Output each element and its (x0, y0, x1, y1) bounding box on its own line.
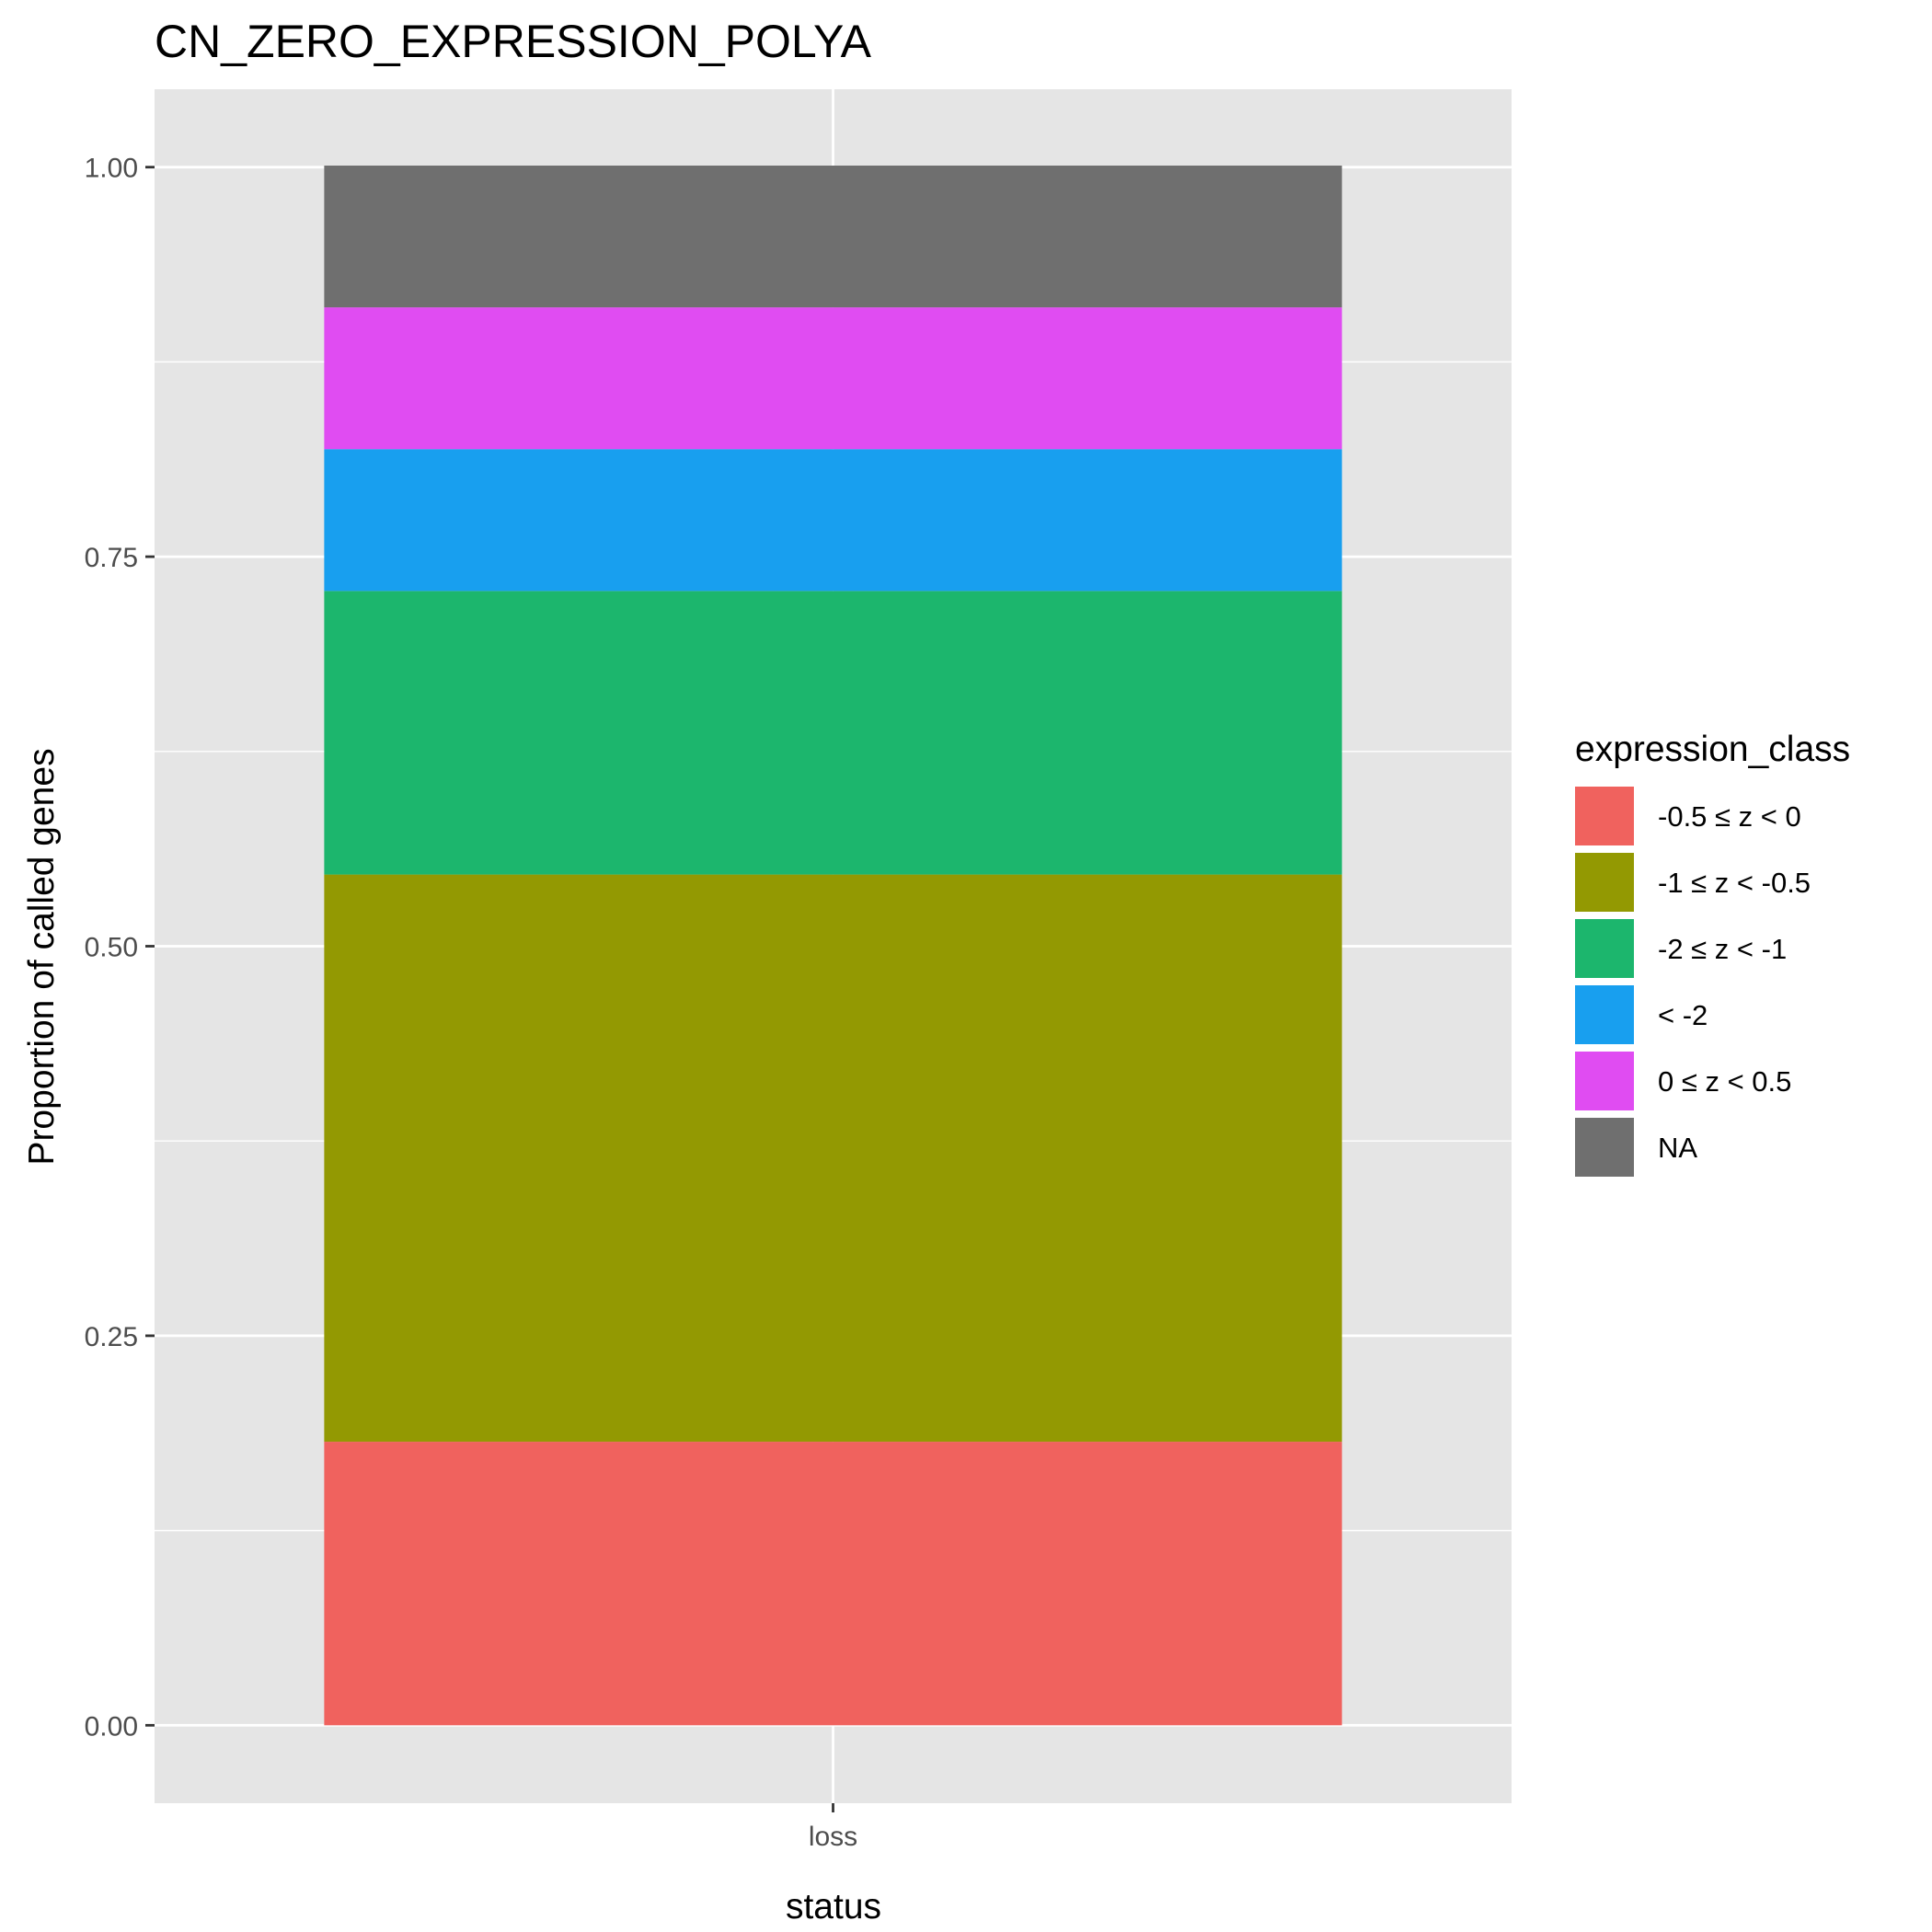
y-tick-label: 0.75 (85, 543, 138, 573)
legend-key (1575, 853, 1634, 912)
y-tick-label: 0.50 (85, 933, 138, 963)
bar-segment (324, 874, 1342, 1443)
legend-key (1575, 1118, 1634, 1177)
legend-title: expression_class (1575, 730, 1850, 769)
y-tick-label: 1.00 (85, 154, 138, 184)
legend-key (1575, 985, 1634, 1044)
legend-key (1575, 919, 1634, 978)
x-axis-title: status (786, 1887, 881, 1926)
bar-segments (324, 165, 1342, 1726)
legend-label: -2 ≤ z < -1 (1658, 933, 1787, 965)
y-axis-title: Proportion of called genes (22, 748, 62, 1165)
legend-key (1575, 787, 1634, 845)
legend: expression_class -0.5 ≤ z < 0 -1 ≤ z < -0… (1575, 730, 1850, 1177)
legend-label: 0 ≤ z < 0.5 (1658, 1065, 1791, 1098)
bar-segment (324, 307, 1342, 450)
y-tick-label: 0.00 (85, 1711, 138, 1742)
x-axis: loss (809, 1803, 857, 1852)
bar-segment (324, 165, 1342, 308)
chart-title: CN_ZERO_EXPRESSION_POLYA (155, 16, 872, 67)
legend-label: -0.5 ≤ z < 0 (1658, 800, 1801, 833)
bar-segment (324, 449, 1342, 592)
legend-label: -1 ≤ z < -0.5 (1658, 867, 1811, 899)
bar-segment (324, 1442, 1342, 1726)
y-axis: 0.00 0.25 0.50 0.75 1.00 (85, 154, 155, 1742)
legend-label: NA (1658, 1132, 1697, 1164)
x-tick-label: loss (809, 1822, 857, 1852)
legend-key (1575, 1052, 1634, 1110)
y-tick-label: 0.25 (85, 1322, 138, 1352)
bar-segment (324, 591, 1342, 875)
legend-label: < -2 (1658, 999, 1708, 1031)
